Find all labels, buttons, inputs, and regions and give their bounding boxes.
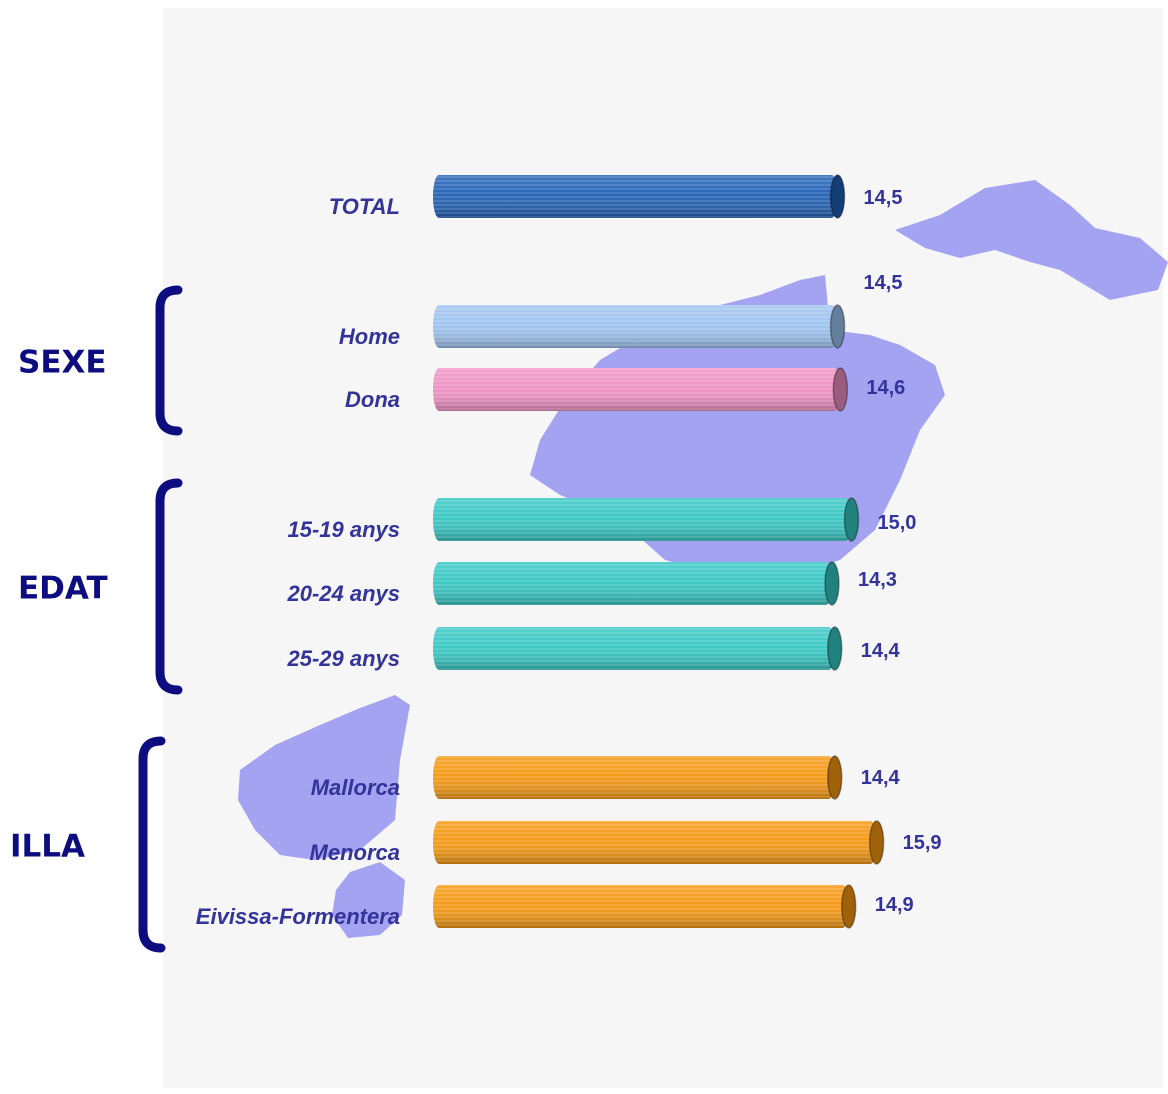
category-label-dona: Dona <box>345 387 400 412</box>
value-label-15-19-anys: 15,0 <box>878 512 917 534</box>
group-label-edat: EDAT <box>18 571 108 607</box>
group-edat: EDAT <box>18 478 183 695</box>
value-label-total: 14,5 <box>864 187 903 209</box>
bar-dona <box>433 367 849 412</box>
category-label-25-29-anys: 25-29 anys <box>286 646 400 671</box>
value-label-20-24-anys: 14,3 <box>858 569 897 591</box>
bar-mallorca <box>433 755 843 800</box>
category-label-15-19-anys: 15-19 anys <box>287 517 400 542</box>
group-sexe: SEXE <box>18 285 183 436</box>
value-label-home: 14,5 <box>864 272 903 294</box>
bracket-illa <box>138 736 166 953</box>
group-illa: ILLA <box>10 736 166 953</box>
bar-menorca <box>433 820 885 865</box>
category-label-mallorca: Mallorca <box>311 775 400 800</box>
value-label-dona: 14,6 <box>866 377 905 399</box>
bar-eivissa-formentera <box>433 884 857 929</box>
bar-25-29-anys <box>433 626 843 671</box>
group-label-illa: ILLA <box>10 829 85 865</box>
category-label-total: TOTAL <box>329 194 400 219</box>
category-label-eivissa-formentera: Eivissa-Formentera <box>196 904 400 929</box>
bar-home <box>433 304 846 349</box>
bar-total <box>433 174 846 219</box>
bracket-edat <box>155 478 183 695</box>
category-label-home: Home <box>339 324 400 349</box>
value-label-25-29-anys: 14,4 <box>861 640 901 662</box>
group-label-sexe: SEXE <box>18 345 107 381</box>
bar-15-19-anys <box>433 497 860 542</box>
category-label-menorca: Menorca <box>310 840 400 865</box>
bar-20-24-anys <box>433 561 840 606</box>
value-label-menorca: 15,9 <box>903 832 942 854</box>
value-label-eivissa-formentera: 14,9 <box>875 894 914 916</box>
value-label-mallorca: 14,4 <box>861 767 901 789</box>
category-label-20-24-anys: 20-24 anys <box>286 581 400 606</box>
bracket-sexe <box>155 285 183 436</box>
